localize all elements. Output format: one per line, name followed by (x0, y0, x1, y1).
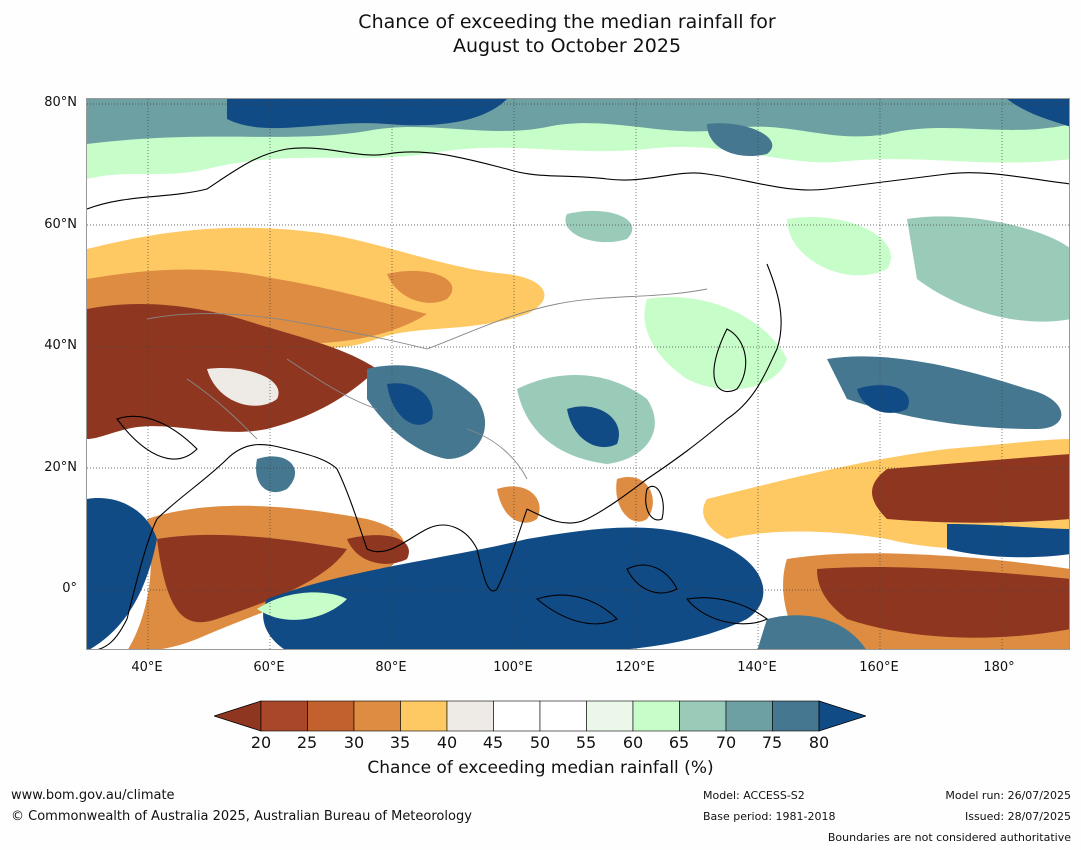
colorbar-swatch-40 (446, 700, 494, 732)
colorbar-swatch-65 (679, 700, 727, 732)
region-east-siberia-green (787, 217, 891, 276)
colorbar-tick-55: 55 (575, 733, 597, 752)
colorbar-tick-70: 70 (715, 733, 737, 752)
colorbar-swatch-20 (260, 700, 308, 732)
map-graticule (87, 99, 1069, 649)
lon-label-40e: 40°E (131, 660, 163, 675)
colorbar-under-arrow (212, 700, 262, 732)
colorbar (212, 700, 868, 732)
footer-model-run: Model run: 26/07/2025 (945, 789, 1071, 802)
region-china-blue (567, 406, 619, 448)
colorbar-tick-35: 35 (389, 733, 411, 752)
colorbar-tick-45: 45 (482, 733, 504, 752)
title-line-2: August to October 2025 (452, 35, 682, 57)
colorbar-swatch-30 (353, 700, 401, 732)
region-arabian-sea-teal (256, 456, 296, 493)
title-line-1: Chance of exceeding the median rainfall … (358, 11, 776, 33)
region-philippines-dry (616, 477, 653, 522)
region-kamchatka-teal (907, 216, 1069, 322)
lat-label-60n: 60°N (44, 217, 77, 232)
colorbar-swatch-35 (400, 700, 448, 732)
colorbar-tick-75: 75 (761, 733, 783, 752)
lon-label-180: 180° (983, 660, 1015, 675)
region-coral-sea-teal (757, 615, 866, 649)
map-country-boundaries (146, 288, 708, 480)
region-indian-ocean-dry (157, 534, 347, 623)
lat-label-80n: 80°N (44, 95, 77, 110)
footer-model: Model: ACCESS-S2 (703, 789, 805, 802)
colorbar-swatch-50 (539, 700, 587, 732)
region-manchuria-green (644, 297, 787, 390)
colorbar-tick-80: 80 (808, 733, 830, 752)
colorbar-over-arrow (818, 700, 868, 732)
lat-label-20n: 20°N (44, 460, 77, 475)
region-south-pacific-dry (817, 567, 1069, 638)
footer-copyright: © Commonwealth of Australia 2025, Austra… (11, 809, 472, 824)
colorbar-swatch-70 (725, 700, 773, 732)
colorbar-tick-50: 50 (529, 733, 551, 752)
region-mongolia-dry (387, 270, 453, 303)
colorbar-tick-40: 40 (436, 733, 458, 752)
colorbar-svg (212, 700, 868, 732)
lon-label-100e: 100°E (493, 660, 533, 675)
map-coastlines (87, 147, 1069, 649)
footer-issued: Issued: 28/07/2025 (964, 810, 1071, 823)
lon-label-140e: 140°E (737, 660, 777, 675)
region-barents-blue (227, 99, 507, 129)
region-nw-pacific-teal (827, 356, 1062, 429)
region-iran-neutral (207, 368, 279, 406)
region-tibet-core (387, 383, 433, 425)
region-maritime-continent-wet (263, 527, 764, 649)
region-pacific-wet-strip (947, 524, 1069, 558)
lon-label-120e: 120°E (615, 660, 655, 675)
colorbar-tick-65: 65 (668, 733, 690, 752)
region-chukchi-blue (1007, 99, 1069, 127)
region-bay-bengal-dry (347, 535, 409, 564)
lat-label-40n: 40°N (44, 338, 77, 353)
lon-label-60e: 60°E (253, 660, 285, 675)
lat-label-0: 0° (62, 581, 77, 596)
colorbar-tick-60: 60 (622, 733, 644, 752)
colorbar-swatch-45 (493, 700, 541, 732)
lon-label-160e: 160°E (859, 660, 899, 675)
lon-label-80e: 80°E (375, 660, 407, 675)
colorbar-swatch-60 (632, 700, 680, 732)
map-svg (87, 99, 1069, 649)
footer-url: www.bom.gov.au/climate (11, 788, 175, 803)
region-indochina-dry (497, 486, 540, 523)
colorbar-swatch-55 (586, 700, 634, 732)
region-siberia-teal (565, 210, 633, 243)
colorbar-tick-20: 20 (250, 733, 272, 752)
colorbar-swatch-75 (772, 700, 820, 732)
chart-title: Chance of exceeding the median rainfall … (0, 10, 1081, 58)
region-north-pacific-dry (872, 454, 1069, 523)
region-indian-ocean-green (257, 592, 347, 620)
colorbar-swatch-25 (307, 700, 355, 732)
region-east-africa-wet (87, 498, 157, 649)
colorbar-tick-25: 25 (296, 733, 318, 752)
colorbar-label: Chance of exceeding median rainfall (%) (367, 758, 714, 778)
region-nw-pacific-blue (857, 385, 909, 413)
footer-base-period: Base period: 1981-2018 (703, 810, 836, 823)
region-taimyr-blue (707, 123, 773, 156)
colorbar-tick-30: 30 (343, 733, 365, 752)
rainfall-probability-map (86, 98, 1070, 650)
footer-disclaimer: Boundaries are not considered authoritat… (827, 831, 1071, 844)
